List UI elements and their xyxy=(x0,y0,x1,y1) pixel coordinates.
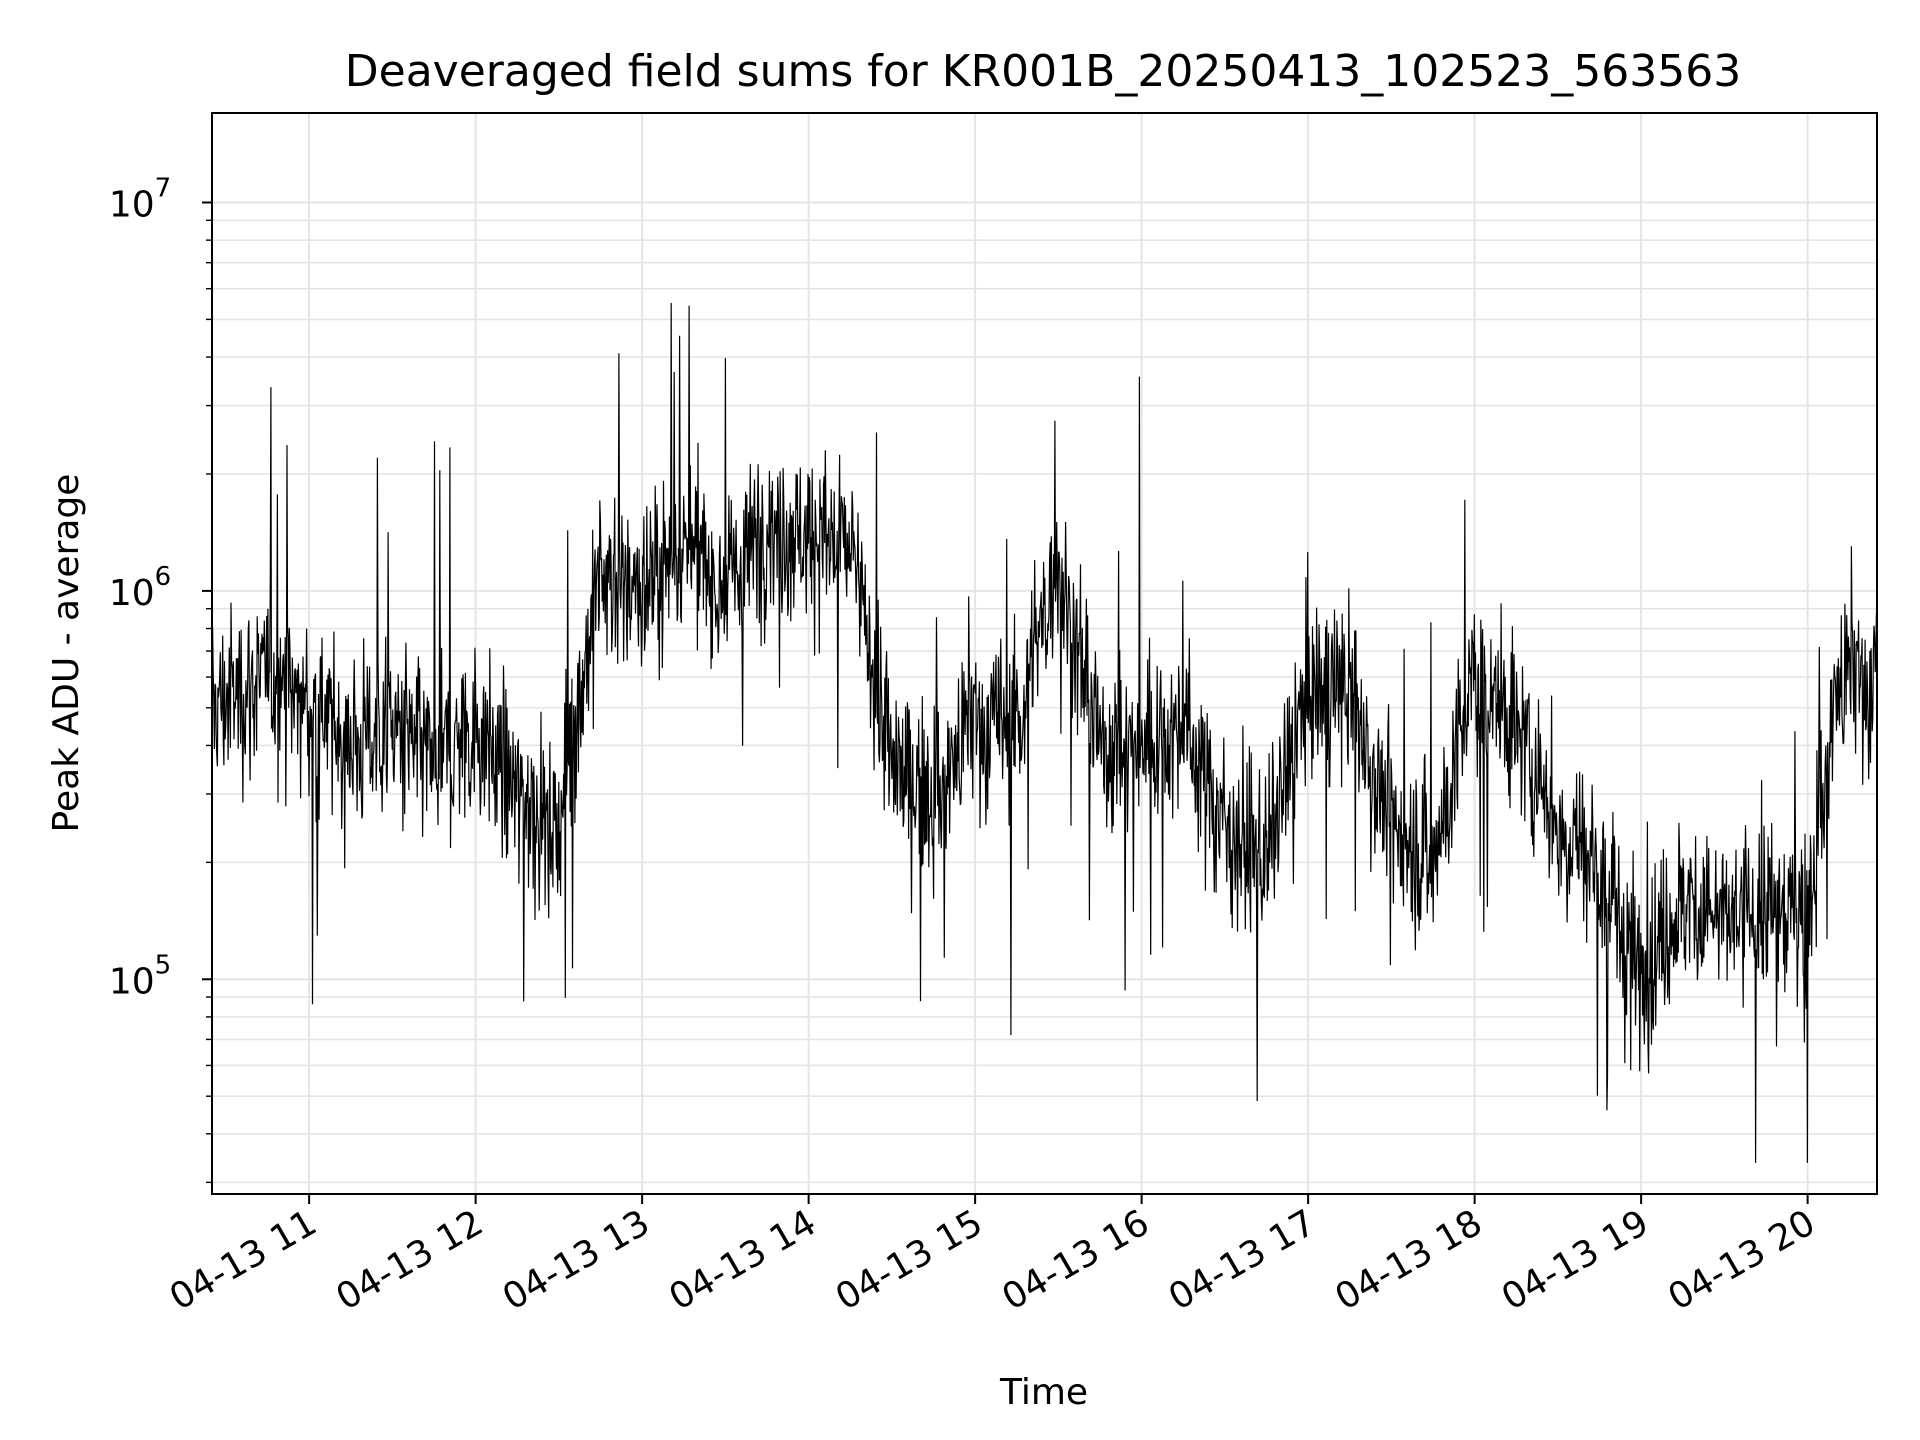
plot-area xyxy=(211,302,1878,1163)
series-line xyxy=(211,302,1878,1163)
plot-frame xyxy=(211,112,1878,1195)
y-axis-label: Peak ADU - average xyxy=(46,474,87,833)
x-axis-label: Time xyxy=(999,1372,1088,1413)
chart-title: Deaveraged field sums for KR001B_2025041… xyxy=(345,46,1741,97)
